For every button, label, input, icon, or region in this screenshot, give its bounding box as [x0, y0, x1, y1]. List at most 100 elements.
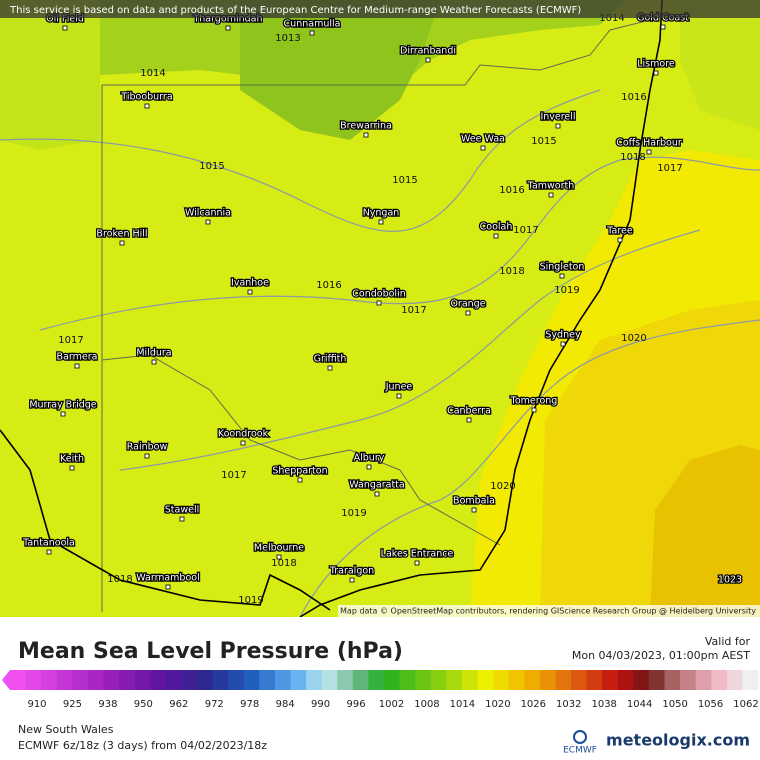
colorbar-swatch — [290, 670, 307, 690]
place-marker — [559, 273, 565, 279]
place-label: Brewarrina — [340, 121, 392, 132]
valid-time: Mon 04/03/2023, 01:00pm AEST — [572, 649, 750, 662]
place-label: Tomerong — [510, 396, 558, 407]
place-label: Griffith — [314, 354, 347, 365]
colorbar-swatch — [165, 670, 182, 690]
place-marker — [466, 417, 472, 423]
notice-bar — [0, 0, 760, 18]
place-label: Tamworth — [527, 181, 575, 192]
place-marker — [225, 25, 231, 31]
place-label: Ivanhoe — [231, 278, 269, 289]
colorbar-swatch — [415, 670, 432, 690]
place-marker — [376, 300, 382, 306]
colorbar-swatch — [461, 670, 478, 690]
colorbar-swatch — [539, 670, 556, 690]
isobar-label: 1017 — [513, 225, 538, 236]
isobar-label: 1018 — [271, 558, 296, 569]
colorbar-swatch — [680, 670, 697, 690]
isobar-label: 1015 — [199, 161, 224, 172]
attribution: Map data © OpenStreetMap contributors, r… — [340, 607, 756, 616]
colorbar-swatch — [274, 670, 291, 690]
colorbar-swatch — [617, 670, 634, 690]
colorbar-swatch — [477, 670, 494, 690]
place-marker — [480, 145, 486, 151]
pressure-zone — [240, 0, 440, 140]
place-label: Nyngan — [363, 208, 400, 219]
colorbar-swatch — [150, 670, 167, 690]
place-marker — [240, 440, 246, 446]
colorbar-swatch — [508, 670, 525, 690]
isobar-label: 1019 — [554, 285, 579, 296]
colorbar-tick-label: 1038 — [591, 699, 616, 710]
place-marker — [646, 149, 652, 155]
colorbar-tick-label: 910 — [27, 699, 46, 710]
place-marker — [471, 507, 477, 513]
colorbar-swatch — [664, 670, 681, 690]
meteologix-logo[interactable]: meteologix.com — [606, 731, 750, 750]
isobar-label: 1015 — [392, 175, 417, 186]
isobar-label: 1018 — [499, 266, 524, 277]
isobar-label: 1018 — [107, 574, 132, 585]
colorbar-tick-label: 950 — [134, 699, 153, 710]
place-label: Wangaratta — [349, 480, 404, 491]
place-label: Bombala — [453, 496, 495, 507]
place-marker — [555, 123, 561, 129]
colorbar-swatch — [446, 670, 463, 690]
isobar-label: 1014 — [599, 13, 624, 24]
colorbar-tick-label: 1008 — [414, 699, 439, 710]
place-marker — [653, 70, 659, 76]
colorbar-swatch — [352, 670, 369, 690]
isobar-label: 1023 — [718, 575, 742, 586]
colorbar-swatch — [602, 670, 619, 690]
place-marker — [69, 465, 75, 471]
place-marker — [247, 289, 253, 295]
colorbar-swatch — [493, 670, 510, 690]
colorbar-tick-label: 984 — [276, 699, 295, 710]
colorbar-tick-label: 972 — [205, 699, 224, 710]
isobar-label: 1019 — [341, 508, 366, 519]
colorbar-swatch — [10, 670, 27, 690]
colorbar-swatch — [228, 670, 245, 690]
place-label: Lakes Entrance — [381, 549, 454, 560]
legend-title: Mean Sea Level Pressure (hPa) — [18, 639, 403, 664]
place-marker — [414, 560, 420, 566]
isobar-label: 1017 — [58, 335, 83, 346]
place-marker — [179, 516, 185, 522]
place-marker — [144, 453, 150, 459]
pressure-zone — [680, 0, 760, 130]
place-label: Wilcannia — [185, 208, 231, 219]
colorbar-tick-label: 1014 — [450, 699, 475, 710]
colorbar-swatch — [337, 670, 354, 690]
place-label: Keith — [60, 454, 84, 465]
place-label: Tantanoola — [22, 538, 75, 549]
place-marker — [144, 103, 150, 109]
place-marker — [465, 310, 471, 316]
place-label: Sydney — [545, 330, 581, 341]
colorbar-tick-label: 990 — [311, 699, 330, 710]
ecmwf-logo: ECMWF — [563, 746, 597, 756]
colorbar-swatch — [243, 670, 260, 690]
colorbar-tick-label: 938 — [98, 699, 117, 710]
place-label: Taree — [606, 226, 633, 237]
isobar-label: 1020 — [490, 481, 515, 492]
place-label: Mildura — [136, 348, 171, 359]
place-marker — [378, 219, 384, 225]
place-label: Warrnambool — [136, 573, 199, 584]
colorbar-swatch — [119, 670, 136, 690]
place-marker — [309, 30, 315, 36]
colorbar-arrow — [2, 670, 10, 690]
colorbar-swatch — [56, 670, 73, 690]
place-label: Dirranbandi — [400, 46, 456, 57]
colorbar-swatch — [87, 670, 104, 690]
colorbar-swatch — [321, 670, 338, 690]
isobar-label: 1019 — [238, 595, 263, 606]
isobar-label: 1014 — [140, 68, 165, 79]
place-label: Singleton — [540, 262, 585, 273]
colorbar-swatch — [555, 670, 572, 690]
isobar-label: 1016 — [316, 280, 341, 291]
place-marker — [374, 491, 380, 497]
place-marker — [660, 24, 666, 30]
place-label: Melbourne — [254, 543, 304, 554]
